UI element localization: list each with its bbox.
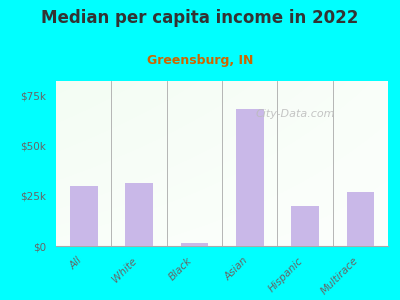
Bar (291, 206, 319, 246)
Text: Median per capita income in 2022: Median per capita income in 2022 (41, 9, 359, 27)
Bar (125, 183, 153, 246)
Bar (180, 243, 208, 246)
Bar (346, 192, 374, 246)
Bar (236, 109, 264, 246)
Text: City-Data.com: City-Data.com (255, 109, 335, 119)
Bar (70, 186, 98, 246)
Text: Greensburg, IN: Greensburg, IN (147, 54, 253, 67)
